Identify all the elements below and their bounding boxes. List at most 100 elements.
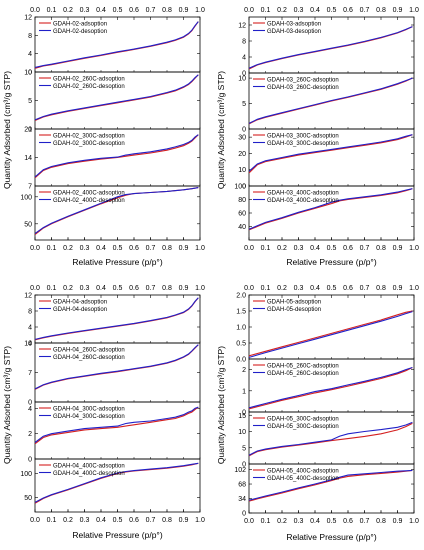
legend-label: GDAH-02-desoption xyxy=(53,29,107,35)
desorption-series-line xyxy=(249,26,413,69)
y-tick-label: 0 xyxy=(28,400,32,407)
y-tick-label: 0.0 xyxy=(236,357,246,364)
adsorption-series-line xyxy=(35,134,199,179)
desorption-series-line xyxy=(35,344,199,390)
y-tick-label: 0 xyxy=(28,341,32,348)
x-tick-label-top: 0.0 xyxy=(244,285,254,292)
y-tick-label: 10 xyxy=(238,167,246,174)
legend-label: GDAH-02_300C-adsoption xyxy=(53,133,125,139)
legend-label: GDAH-04_400C-adsoption xyxy=(53,463,125,469)
x-tick-label-top: 0.6 xyxy=(129,285,139,292)
adsorption-series-line xyxy=(249,469,413,502)
y-tick-label: 4 xyxy=(28,406,32,413)
x-tick-label-bottom: 0.6 xyxy=(129,245,139,252)
y-tick-label: 2 xyxy=(28,431,32,438)
x-axis-title: Relative Pressure (p/p°) xyxy=(286,257,376,267)
y-tick-label: 1.5 xyxy=(236,309,246,316)
y-tick-label: 8 xyxy=(28,309,32,316)
x-tick-label-bottom: 0.5 xyxy=(113,245,123,252)
legend-label: GDAH-05_260C-desoption xyxy=(267,371,339,377)
x-axis-title: Relative Pressure (p/p°) xyxy=(72,257,162,267)
x-tick-label-bottom: 0.7 xyxy=(146,245,156,252)
x-tick-label-top: 0.6 xyxy=(343,7,353,14)
x-tick-label-top: 0.7 xyxy=(360,7,370,14)
panel-3: 0 10 20 30 GDAH-03_300C-adsoption GDAH-03_300… xyxy=(238,128,415,191)
y-tick-label: 40 xyxy=(238,224,246,231)
x-axis-title: Relative Pressure (p/p°) xyxy=(72,530,162,540)
x-tick-label-bottom: 0.6 xyxy=(343,518,353,525)
legend-label: GDAH-05-adsoption xyxy=(267,299,321,305)
x-tick-label-top: 0.1 xyxy=(261,285,271,292)
legend-label: GDAH-05_400C-desoption xyxy=(267,476,339,482)
legend-label: GDAH-04_260C-desoption xyxy=(53,355,125,361)
x-tick-label-bottom: 0.0 xyxy=(30,517,40,524)
legend-label: GDAH-03_260C-desoption xyxy=(267,85,339,91)
x-tick-label-bottom: 0.7 xyxy=(360,518,370,525)
panel-4: 50 100 GDAH-04_400C-adsoption GDAH-04_400C-… xyxy=(20,458,201,513)
y-tick-label: 7 xyxy=(28,370,32,377)
y-tick-label: 0 xyxy=(242,410,246,417)
x-tick-label-bottom: 0.3 xyxy=(294,518,304,525)
panel-4: 0 34 68 102 GDAH-05_400C-adsoption GDAH-05_40… xyxy=(234,463,415,518)
x-tick-label-top: 0.8 xyxy=(376,7,386,14)
legend-label: GDAH-04_400C-desoption xyxy=(53,471,125,477)
panel-3: 7 14 21 GDAH-02_300C-adsoption GDAH-02_300C-… xyxy=(24,127,201,191)
desorption-series-line xyxy=(35,406,199,443)
x-tick-label-top: 1.0 xyxy=(195,285,205,292)
x-tick-label-top: 0.5 xyxy=(327,7,337,14)
x-tick-label-bottom: 0.9 xyxy=(393,245,403,252)
y-tick-label: 5 xyxy=(28,98,32,105)
x-tick-label-bottom: 0.0 xyxy=(244,518,254,525)
x-tick-label-bottom: 0.6 xyxy=(343,245,353,252)
legend-label: GDAH-04_300C-desoption xyxy=(53,414,125,420)
panel-3: 0 2 4 GDAH-04_300C-adsoption GDAH-04_300C-de… xyxy=(28,401,201,464)
adsorption-series-line xyxy=(249,188,413,231)
desorption-series-line xyxy=(249,188,413,230)
legend-label: GDAH-04_300C-adsoption xyxy=(53,406,125,412)
chart-quadrant-1: 0.0 0.1 0.2 0.3 0.4 0.5 0.6 0.7 0.8 0.9 1.00.0 0.1 0… xyxy=(2,7,205,267)
x-tick-label-top: 0.2 xyxy=(63,7,73,14)
x-tick-label-bottom: 0.7 xyxy=(360,245,370,252)
panel-2: 0 5 10 GDAH-03_260C-adsoption GDAH-03_260C-d… xyxy=(238,72,415,134)
adsorption-series-line xyxy=(249,367,413,410)
x-tick-label-bottom: 0.4 xyxy=(96,245,106,252)
y-tick-label: 0 xyxy=(28,127,32,134)
x-tick-label-top: 0.8 xyxy=(162,285,172,292)
x-tick-label-top: 0.9 xyxy=(179,285,189,292)
legend-label: GDAH-05_260C-adsoption xyxy=(267,363,339,369)
legend-label: GDAH-05-desoption xyxy=(267,307,321,313)
x-tick-label-bottom: 0.4 xyxy=(96,517,106,524)
panel-1: 0 4 8 12 GDAH-02-adsoption GDAH-02-desoption xyxy=(24,15,201,77)
x-tick-label-top: 0.4 xyxy=(310,285,320,292)
y-tick-label: 14 xyxy=(24,341,32,348)
x-tick-label-top: 0.0 xyxy=(244,7,254,14)
x-tick-label-top: 0.3 xyxy=(80,285,90,292)
x-tick-label-bottom: 0.1 xyxy=(47,245,57,252)
x-tick-label-top: 0.2 xyxy=(277,285,287,292)
panel-2: 0 7 14 GDAH-04_260C-adsoption GDAH-04_260C-d… xyxy=(24,341,201,407)
x-tick-label-bottom: 0.3 xyxy=(294,245,304,252)
y-tick-label: 100 xyxy=(234,184,246,191)
legend-label: GDAH-04_260C-adsoption xyxy=(53,347,125,353)
x-tick-label-bottom: 0.5 xyxy=(327,518,337,525)
y-tick-label: 0 xyxy=(28,70,32,77)
x-tick-label-bottom: 0.8 xyxy=(162,245,172,252)
y-tick-label: 1 xyxy=(242,388,246,395)
legend-label: GDAH-02-adsoption xyxy=(53,21,107,27)
y-tick-label: 50 xyxy=(24,221,32,228)
x-tick-label-bottom: 0.8 xyxy=(162,517,172,524)
x-tick-label-bottom: 0.2 xyxy=(277,245,287,252)
y-tick-label: 100 xyxy=(20,194,32,201)
panel-2: 0 1 2 GDAH-05_260C-adsoption GDAH-05_260C-de… xyxy=(242,358,415,417)
x-tick-label-bottom: 0.4 xyxy=(310,518,320,525)
x-tick-label-top: 0.5 xyxy=(113,285,123,292)
panel-1: 0 4 8 12 GDAH-04-adsoption GDAH-04-desoption xyxy=(24,293,201,348)
x-tick-label-top: 1.0 xyxy=(409,7,419,14)
desorption-series-line xyxy=(35,297,199,340)
x-tick-label-top: 0.3 xyxy=(294,285,304,292)
desorption-series-line xyxy=(249,366,413,409)
x-tick-label-top: 0.4 xyxy=(96,7,106,14)
legend-label: GDAH-05_300C-adsoption xyxy=(267,416,339,422)
desorption-series-line xyxy=(249,469,413,501)
